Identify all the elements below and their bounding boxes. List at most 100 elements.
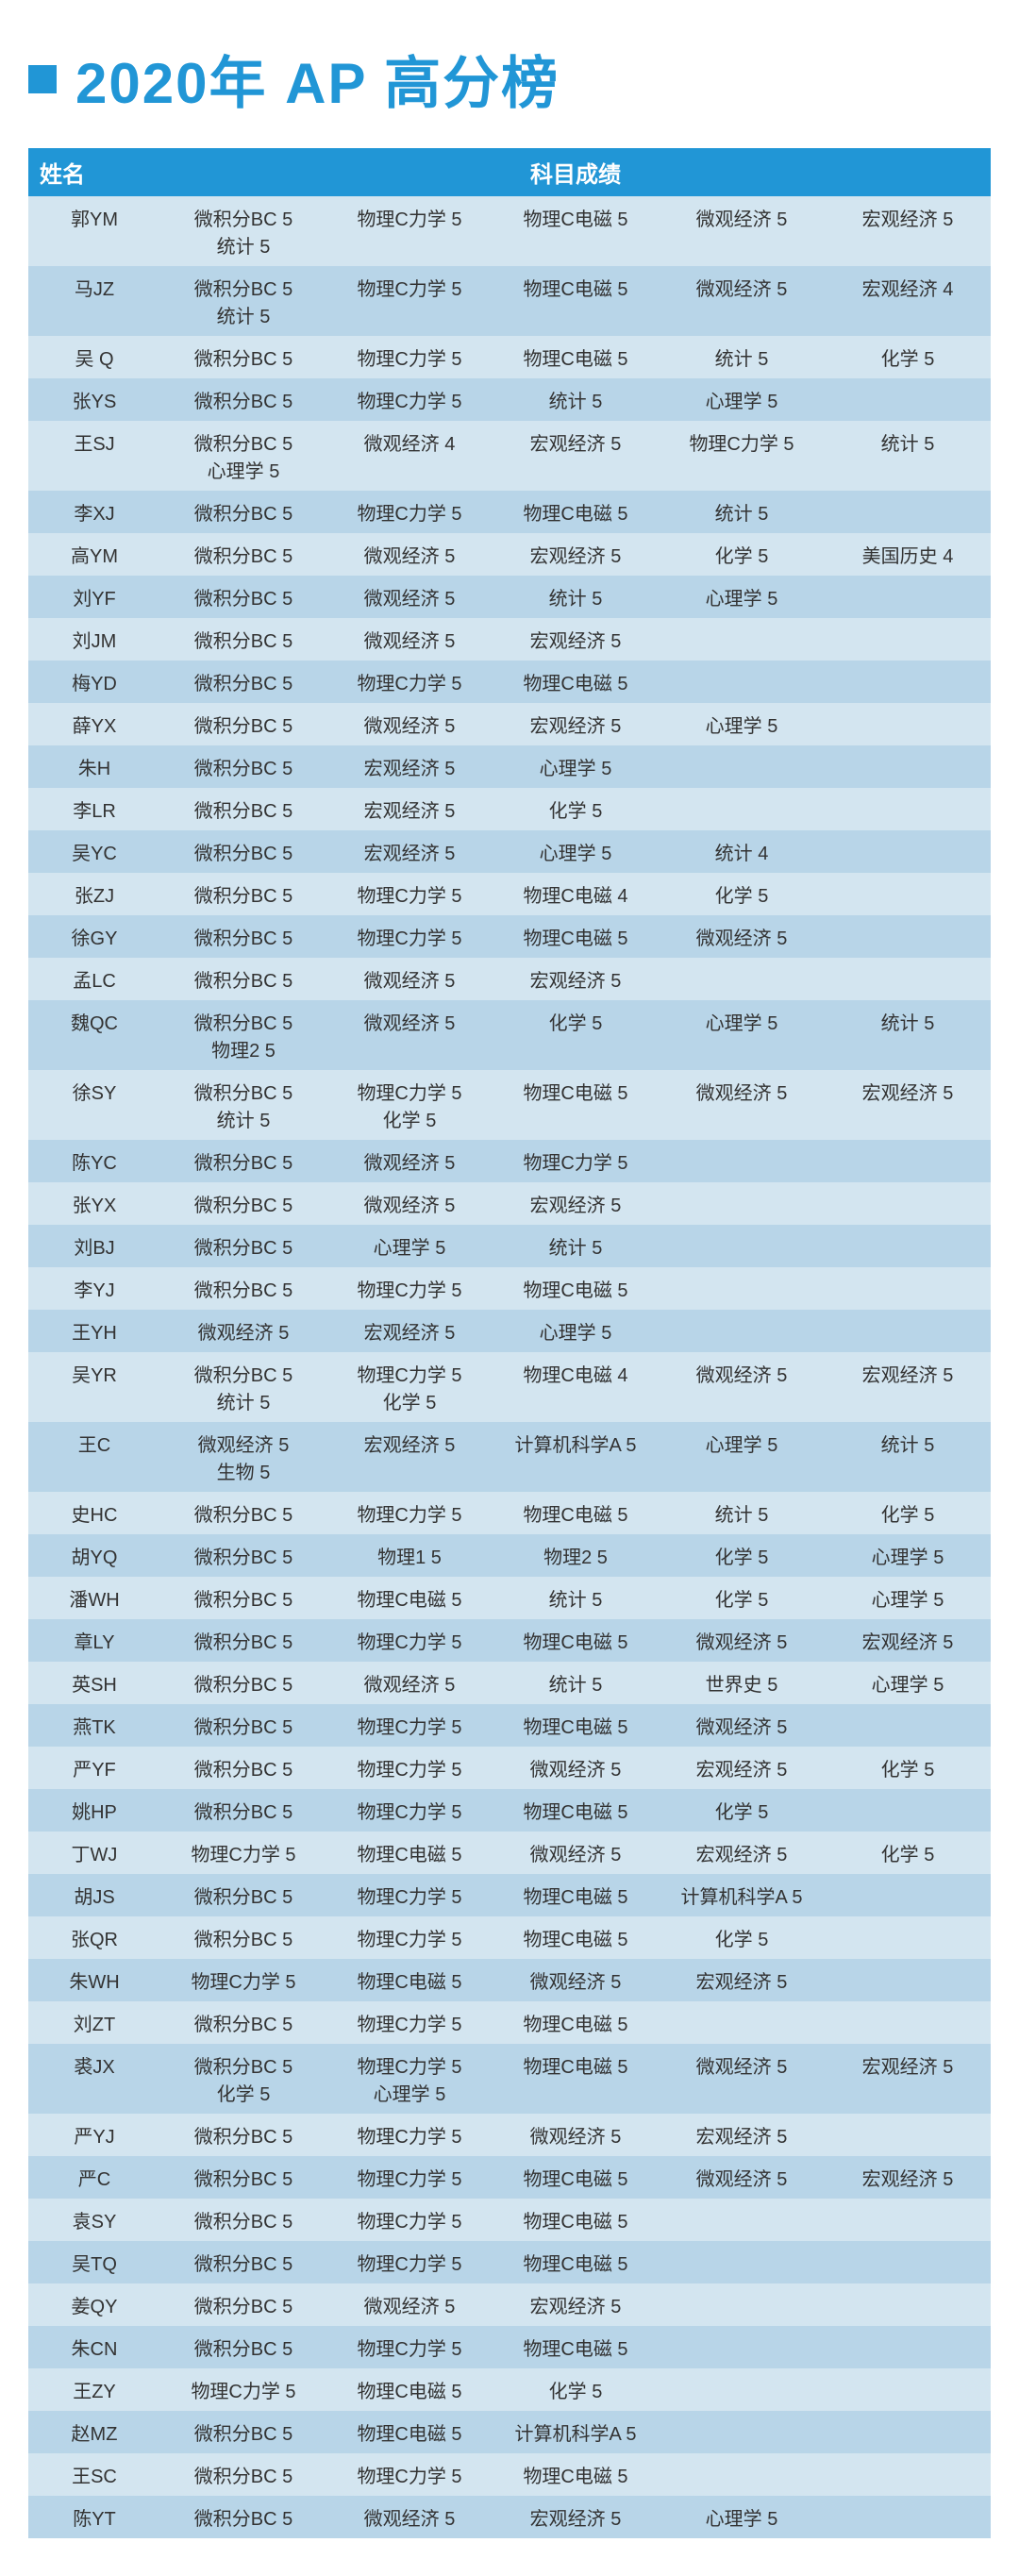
name-cell: 王SJ xyxy=(28,421,160,491)
score-value: 微观经济 5 xyxy=(330,1008,489,1035)
name-cell: 张YX xyxy=(28,1182,160,1225)
name-cell: 徐GY xyxy=(28,915,160,958)
score-value: 物理C力学 5 xyxy=(330,1627,489,1654)
score-cell: 物理C电磁 5 xyxy=(493,1789,659,1832)
name-cell: 刘JM xyxy=(28,618,160,661)
score-value: 化学 5 xyxy=(496,795,655,823)
score-value: 物理C力学 5 xyxy=(330,1882,489,1909)
score-value: 心理学 5 xyxy=(164,456,323,483)
score-cell: 宏观经济 5 xyxy=(493,2496,659,2538)
score-cell: 物理C力学 5 xyxy=(326,915,493,958)
scores-table: 姓名 科目成绩 郭YM微积分BC 5统计 5物理C力学 5物理C电磁 5微观经济… xyxy=(28,148,991,2538)
score-cell: 微观经济 5 xyxy=(493,2114,659,2156)
score-value: 心理学 5 xyxy=(496,753,655,780)
name-cell: 刘YF xyxy=(28,576,160,618)
score-value: 微积分BC 5 xyxy=(164,795,323,823)
score-cell: 宏观经济 5 xyxy=(326,788,493,830)
score-value: 微积分BC 5 xyxy=(164,923,323,950)
score-value: 统计 5 xyxy=(164,231,323,259)
score-cell: 微积分BC 5 xyxy=(160,2156,326,2199)
score-cell: 统计 5 xyxy=(493,1577,659,1619)
table-row: 刘BJ微积分BC 5心理学 5统计 5 xyxy=(28,1225,991,1267)
score-cell: 微积分BC 5 xyxy=(160,491,326,533)
score-cell: 物理C力学 5 xyxy=(160,1959,326,2001)
score-cell: 物理C电磁 5 xyxy=(493,2156,659,2199)
score-value: 物理1 5 xyxy=(330,1542,489,1569)
score-value: 物理C力学 5 xyxy=(330,204,489,231)
score-value: 微积分BC 5 xyxy=(164,1882,323,1909)
score-cell: 宏观经济 5 xyxy=(326,1422,493,1492)
score-value: 心理学 5 xyxy=(662,386,821,413)
score-value: 微观经济 5 xyxy=(662,1078,821,1105)
score-value: 物理C电磁 5 xyxy=(496,1627,655,1654)
score-value: 物理C力学 5 xyxy=(330,923,489,950)
score-value: 微观经济 5 xyxy=(496,1839,655,1866)
score-cell: 物理C电磁 4 xyxy=(493,873,659,915)
score-value: 微积分BC 5 xyxy=(164,274,323,301)
score-value: 化学 5 xyxy=(828,1754,987,1781)
score-cell: 物理C力学 5 xyxy=(326,1916,493,1959)
table-row: 魏QC微积分BC 5物理2 5微观经济 5化学 5心理学 5统计 5 xyxy=(28,1000,991,1070)
score-value: 化学 5 xyxy=(828,1839,987,1866)
score-cell: 微积分BC 5 xyxy=(160,1789,326,1832)
header-name: 姓名 xyxy=(28,148,160,196)
score-value: 物理C电磁 5 xyxy=(496,1275,655,1302)
score-cell xyxy=(659,1267,825,1310)
score-value: 微积分BC 5 xyxy=(164,753,323,780)
table-row: 薛YX微积分BC 5微观经济 5宏观经济 5心理学 5 xyxy=(28,703,991,745)
score-cell xyxy=(659,2199,825,2241)
score-value: 微积分BC 5 xyxy=(164,1147,323,1175)
score-cell: 物理C力学 5 xyxy=(326,2241,493,2283)
score-cell: 物理C电磁 5 xyxy=(326,1959,493,2001)
score-cell: 物理C力学 5 xyxy=(326,2114,493,2156)
table-row: 吴TQ微积分BC 5物理C力学 5物理C电磁 5 xyxy=(28,2241,991,2283)
score-cell: 微积分BC 5 xyxy=(160,2411,326,2453)
score-value: 物理C力学 5 xyxy=(330,498,489,526)
name-cell: 张ZJ xyxy=(28,873,160,915)
score-cell: 统计 5 xyxy=(493,1662,659,1704)
score-cell xyxy=(825,745,991,788)
score-value: 心理学 5 xyxy=(662,2503,821,2531)
score-value: 化学 5 xyxy=(662,1797,821,1824)
score-cell: 物理C力学 5 xyxy=(493,1140,659,1182)
score-value: 微观经济 5 xyxy=(662,2164,821,2191)
score-cell xyxy=(659,1182,825,1225)
score-value: 物理C电磁 5 xyxy=(496,204,655,231)
score-value: 物理C力学 5 xyxy=(330,1797,489,1824)
score-cell: 化学 5 xyxy=(825,336,991,378)
score-value: 化学 5 xyxy=(662,1924,821,1951)
score-value: 物理C力学 5 xyxy=(164,2376,323,2403)
score-cell: 统计 5 xyxy=(659,336,825,378)
score-value: 物理C电磁 5 xyxy=(330,2418,489,2446)
score-cell: 微积分BC 5 xyxy=(160,1182,326,1225)
name-cell: 薛YX xyxy=(28,703,160,745)
score-cell: 微积分BC 5 xyxy=(160,1619,326,1662)
score-value: 微积分BC 5 xyxy=(164,2291,323,2318)
score-value: 物理C力学 5 xyxy=(330,274,489,301)
table-row: 张YS微积分BC 5物理C力学 5统计 5心理学 5 xyxy=(28,378,991,421)
table-row: 章LY微积分BC 5物理C力学 5物理C电磁 5微观经济 5宏观经济 5 xyxy=(28,1619,991,1662)
score-cell: 微积分BC 5 xyxy=(160,576,326,618)
score-cell: 物理C电磁 5 xyxy=(326,1832,493,1874)
score-value: 心理学 5 xyxy=(828,1669,987,1697)
score-value: 化学 5 xyxy=(330,1387,489,1414)
name-cell: 胡JS xyxy=(28,1874,160,1916)
score-cell: 宏观经济 5 xyxy=(493,618,659,661)
table-row: 潘WH微积分BC 5物理C电磁 5统计 5化学 5心理学 5 xyxy=(28,1577,991,1619)
score-cell: 微观经济 5 xyxy=(326,618,493,661)
score-cell xyxy=(659,2411,825,2453)
table-row: 朱H微积分BC 5宏观经济 5心理学 5 xyxy=(28,745,991,788)
score-cell: 微积分BC 5 xyxy=(160,1534,326,1577)
score-value: 物理C电磁 5 xyxy=(330,1584,489,1612)
score-value: 统计 4 xyxy=(662,838,821,865)
score-value: 微积分BC 5 xyxy=(164,2249,323,2276)
score-cell: 统计 5 xyxy=(493,378,659,421)
score-value: 物理C电磁 5 xyxy=(496,2164,655,2191)
score-value: 计算机科学A 5 xyxy=(496,2418,655,2446)
score-cell: 微积分BC 5 xyxy=(160,958,326,1000)
score-cell xyxy=(825,2496,991,2538)
score-cell: 物理C力学 5 xyxy=(326,2001,493,2044)
score-value: 微积分BC 5 xyxy=(164,1542,323,1569)
score-cell: 计算机科学A 5 xyxy=(493,1422,659,1492)
score-cell: 物理C力学 5 xyxy=(326,196,493,266)
